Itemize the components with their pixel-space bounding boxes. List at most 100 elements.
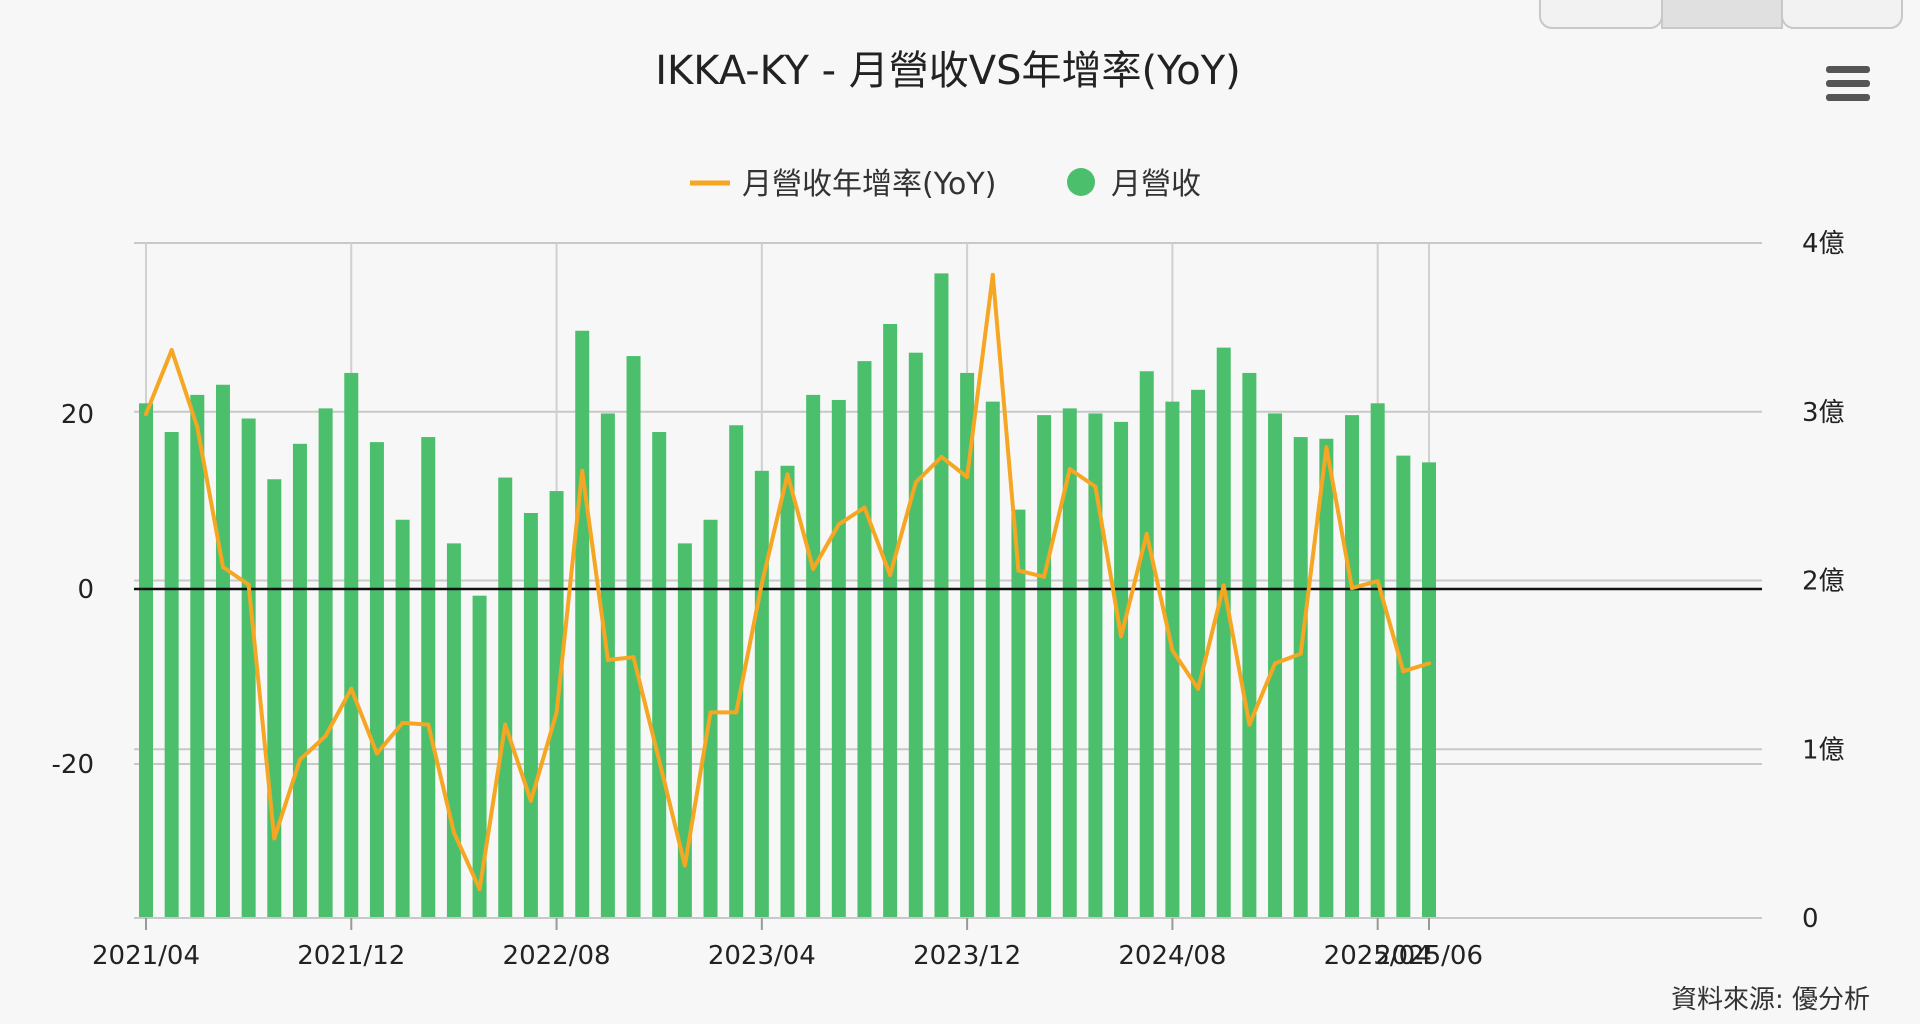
- revenue-bar[interactable]: [139, 403, 153, 918]
- revenue-bar[interactable]: [1037, 415, 1052, 918]
- yoy-point[interactable]: [1298, 651, 1303, 656]
- range-tab-2[interactable]: [1661, 0, 1783, 29]
- revenue-bar[interactable]: [446, 543, 461, 918]
- revenue-bar[interactable]: [908, 352, 923, 918]
- revenue-bar[interactable]: [677, 543, 692, 918]
- revenue-bar[interactable]: [1422, 462, 1436, 918]
- yoy-point[interactable]: [836, 522, 841, 527]
- revenue-bar[interactable]: [729, 425, 744, 918]
- yoy-point[interactable]: [1119, 634, 1124, 639]
- revenue-bar[interactable]: [857, 361, 872, 918]
- yoy-point[interactable]: [1196, 686, 1201, 691]
- revenue-bar[interactable]: [215, 384, 230, 918]
- yoy-point[interactable]: [811, 566, 816, 571]
- revenue-bar[interactable]: [985, 401, 1000, 918]
- yoy-point[interactable]: [503, 722, 508, 727]
- yoy-point[interactable]: [734, 710, 739, 715]
- legend-item-yoy[interactable]: 月營收年增率(YoY): [690, 167, 996, 202]
- yoy-point[interactable]: [1067, 467, 1072, 472]
- revenue-bar[interactable]: [806, 394, 821, 918]
- revenue-bar[interactable]: [831, 399, 846, 918]
- yoy-point[interactable]: [1247, 722, 1252, 727]
- revenue-bar[interactable]: [292, 443, 307, 918]
- range-tab-3[interactable]: [1781, 0, 1903, 29]
- revenue-bar[interactable]: [190, 394, 205, 918]
- revenue-bar[interactable]: [1370, 403, 1385, 918]
- revenue-bar[interactable]: [1319, 438, 1334, 918]
- yoy-point[interactable]: [246, 582, 251, 587]
- yoy-point[interactable]: [451, 830, 456, 835]
- yoy-point[interactable]: [1273, 661, 1278, 666]
- legend-item-revenue[interactable]: 月營收: [1067, 167, 1201, 202]
- yoy-point[interactable]: [144, 412, 148, 416]
- revenue-bar[interactable]: [754, 470, 769, 918]
- revenue-bar[interactable]: [600, 413, 615, 918]
- revenue-bar[interactable]: [241, 418, 256, 919]
- yoy-point[interactable]: [400, 720, 405, 725]
- yoy-point[interactable]: [297, 757, 302, 762]
- revenue-bar[interactable]: [267, 479, 282, 918]
- revenue-bar[interactable]: [934, 273, 949, 918]
- revenue-bar[interactable]: [652, 432, 667, 918]
- yoy-point[interactable]: [965, 475, 970, 479]
- yoy-point[interactable]: [580, 468, 585, 473]
- yoy-point[interactable]: [1350, 586, 1355, 591]
- yoy-point[interactable]: [888, 573, 893, 577]
- revenue-bar[interactable]: [421, 437, 436, 918]
- revenue-bar[interactable]: [344, 372, 359, 918]
- range-tab-1[interactable]: [1539, 0, 1663, 29]
- revenue-bar[interactable]: [780, 465, 795, 918]
- yoy-point[interactable]: [657, 758, 662, 763]
- revenue-bar[interactable]: [369, 442, 384, 918]
- revenue-bar[interactable]: [1011, 509, 1026, 918]
- revenue-bar[interactable]: [575, 330, 590, 918]
- yoy-point[interactable]: [195, 425, 200, 430]
- revenue-bar[interactable]: [1216, 347, 1231, 918]
- yoy-point[interactable]: [1221, 583, 1226, 588]
- yoy-point[interactable]: [349, 686, 354, 691]
- yoy-point[interactable]: [220, 565, 225, 570]
- yoy-point[interactable]: [1324, 445, 1329, 450]
- revenue-bar[interactable]: [1062, 408, 1077, 918]
- yoy-point[interactable]: [759, 581, 764, 586]
- yoy-point[interactable]: [682, 863, 687, 868]
- revenue-bar[interactable]: [1165, 401, 1180, 918]
- yoy-point[interactable]: [374, 751, 379, 756]
- yoy-point[interactable]: [990, 272, 995, 277]
- yoy-point[interactable]: [939, 454, 944, 459]
- range-selector[interactable]: [1539, 0, 1903, 29]
- revenue-bar[interactable]: [164, 432, 179, 918]
- revenue-bar[interactable]: [523, 513, 538, 918]
- revenue-bar[interactable]: [498, 477, 513, 918]
- yoy-point[interactable]: [1042, 574, 1047, 579]
- yoy-point[interactable]: [785, 472, 790, 477]
- yoy-point[interactable]: [1427, 661, 1431, 666]
- yoy-point[interactable]: [1401, 669, 1406, 674]
- revenue-bar[interactable]: [1345, 415, 1360, 918]
- revenue-bar[interactable]: [472, 595, 487, 918]
- yoy-point[interactable]: [169, 348, 174, 353]
- yoy-point[interactable]: [1093, 484, 1098, 489]
- revenue-bar[interactable]: [626, 356, 641, 918]
- yoy-point[interactable]: [1016, 568, 1021, 573]
- yoy-point[interactable]: [708, 710, 713, 715]
- revenue-bar[interactable]: [1191, 389, 1206, 918]
- yoy-point[interactable]: [426, 722, 431, 727]
- yoy-point[interactable]: [477, 887, 482, 892]
- revenue-bar[interactable]: [960, 372, 975, 918]
- yoy-point[interactable]: [913, 480, 918, 485]
- revenue-bar[interactable]: [1114, 421, 1129, 918]
- revenue-bar[interactable]: [1242, 372, 1257, 918]
- yoy-point[interactable]: [1144, 531, 1149, 536]
- yoy-point[interactable]: [323, 734, 328, 738]
- hamburger-menu-icon[interactable]: [1826, 66, 1870, 101]
- yoy-point[interactable]: [1375, 579, 1380, 584]
- yoy-point[interactable]: [862, 505, 867, 510]
- revenue-bar[interactable]: [1139, 371, 1154, 918]
- yoy-point[interactable]: [1170, 648, 1175, 653]
- yoy-point[interactable]: [631, 655, 636, 660]
- revenue-bar[interactable]: [318, 408, 333, 918]
- revenue-bar[interactable]: [883, 324, 898, 918]
- yoy-point[interactable]: [605, 657, 610, 662]
- revenue-bar[interactable]: [1396, 455, 1411, 918]
